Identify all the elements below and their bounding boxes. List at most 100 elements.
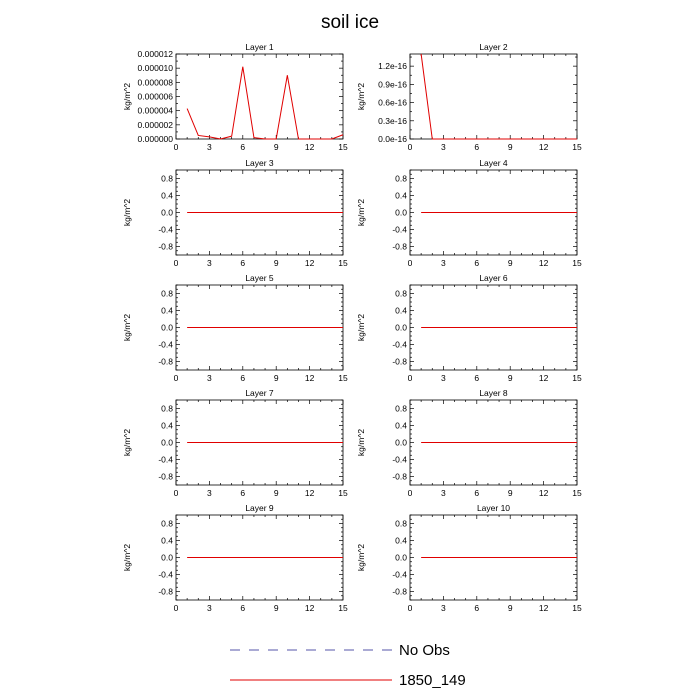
series-line-1850-149	[186, 66, 344, 140]
x-tick-label: 12	[539, 603, 549, 613]
x-tick-label: 0	[174, 373, 179, 383]
y-axis-label: kg/m^2	[122, 199, 132, 226]
x-tick-label: 15	[572, 603, 582, 613]
y-tick-label: 0.0	[161, 438, 173, 448]
y-tick-label: -0.8	[158, 242, 173, 252]
y-tick-label: 0.8	[161, 174, 173, 184]
x-tick-label: 9	[508, 373, 513, 383]
x-tick-label: 9	[274, 373, 279, 383]
panel-title: Layer 10	[477, 503, 510, 513]
x-tick-label: 15	[572, 142, 582, 152]
x-tick-label: 9	[508, 488, 513, 498]
y-axis-label: kg/m^2	[356, 314, 366, 341]
y-tick-label: -0.4	[158, 455, 173, 465]
x-tick-label: 6	[474, 258, 479, 268]
y-tick-label: 0.8	[395, 404, 407, 414]
plot-frame	[409, 53, 578, 140]
panel-title: Layer 1	[245, 42, 274, 52]
y-tick-label: 0.9e-16	[378, 79, 407, 89]
x-tick-label: 3	[441, 488, 446, 498]
y-axis-label: kg/m^2	[122, 83, 132, 110]
x-tick-label: 3	[441, 603, 446, 613]
y-tick-label: 0.0	[161, 323, 173, 333]
y-tick-label: 0.6e-16	[378, 98, 407, 108]
x-tick-label: 6	[474, 142, 479, 152]
y-tick-label: 0.000010	[138, 63, 174, 73]
panel-title: Layer 6	[479, 273, 508, 283]
panel-title: Layer 4	[479, 158, 508, 168]
x-tick-label: 3	[207, 142, 212, 152]
y-tick-label: 0.8	[395, 519, 407, 529]
x-tick-label: 6	[240, 258, 245, 268]
panel-title: Layer 9	[245, 503, 274, 513]
x-tick-label: 9	[274, 142, 279, 152]
y-tick-label: -0.4	[392, 340, 407, 350]
panel-title: Layer 8	[479, 388, 508, 398]
y-tick-label: 0.4	[395, 306, 407, 316]
y-tick-label: -0.4	[392, 455, 407, 465]
y-tick-label: -0.8	[158, 357, 173, 367]
x-tick-label: 15	[338, 142, 348, 152]
y-axis-label: kg/m^2	[356, 83, 366, 110]
x-tick-label: 0	[408, 142, 413, 152]
legend-label-obs: No Obs	[399, 642, 450, 659]
x-tick-label: 3	[207, 373, 212, 383]
y-tick-label: -0.8	[158, 587, 173, 597]
y-tick-label: 0.000000	[138, 134, 174, 144]
x-tick-label: 12	[305, 603, 315, 613]
panels: Layer 10 3 6 9 12 150.0000000.0000020.0000040…	[122, 42, 582, 613]
y-tick-label: 0.4	[395, 536, 407, 546]
panel-9: Layer 9 0 3 6 9 12 15 -0.8 -0.4 0.0 0.4 0.8 kg/m^2	[122, 503, 348, 613]
y-axis-label: kg/m^2	[122, 429, 132, 456]
y-axis-label: kg/m^2	[122, 544, 132, 571]
panel-10: Layer 10 0 3 6 9 12 15 -0.8 -0.4 0.0 0.4 0.8 kg/m^2	[356, 503, 582, 613]
x-tick-label: 12	[539, 258, 549, 268]
x-tick-label: 6	[474, 603, 479, 613]
y-axis-label: kg/m^2	[122, 314, 132, 341]
x-tick-label: 0	[408, 603, 413, 613]
x-tick-label: 0	[408, 488, 413, 498]
x-tick-label: 3	[441, 258, 446, 268]
y-tick-label: -0.8	[392, 587, 407, 597]
main-title: soil ice	[321, 12, 379, 33]
x-tick-label: 12	[305, 258, 315, 268]
x-tick-label: 0	[408, 258, 413, 268]
y-tick-label: -0.4	[158, 570, 173, 580]
y-axis-label: kg/m^2	[356, 199, 366, 226]
y-tick-label: 0.000002	[138, 120, 174, 130]
x-tick-label: 0	[174, 258, 179, 268]
y-tick-label: -0.4	[392, 225, 407, 235]
y-tick-label: 0.8	[395, 289, 407, 299]
x-tick-label: 6	[240, 603, 245, 613]
legend: No Obs 1850_149	[230, 642, 466, 689]
x-tick-label: 15	[572, 488, 582, 498]
y-tick-label: 1.2e-16	[378, 61, 407, 71]
x-tick-label: 6	[474, 488, 479, 498]
x-tick-label: 12	[305, 373, 315, 383]
x-tick-label: 15	[338, 258, 348, 268]
panel-title: Layer 7	[245, 388, 274, 398]
y-tick-label: 0.000004	[138, 106, 174, 116]
y-axis-label: kg/m^2	[356, 429, 366, 456]
y-tick-label: 0.4	[161, 306, 173, 316]
y-tick-label: -0.8	[392, 472, 407, 482]
y-tick-label: 0.0	[395, 553, 407, 563]
x-tick-label: 12	[539, 373, 549, 383]
panel-3: Layer 3 0 3 6 9 12 15 -0.8 -0.4 0.0 0.4 0.8 kg/m^2	[122, 158, 348, 268]
y-tick-label: -0.8	[392, 242, 407, 252]
x-tick-label: 9	[508, 142, 513, 152]
x-tick-label: 9	[508, 258, 513, 268]
x-tick-label: 3	[207, 488, 212, 498]
y-tick-label: 0.4	[161, 536, 173, 546]
y-tick-label: -0.8	[158, 472, 173, 482]
y-tick-label: 0.4	[395, 191, 407, 201]
y-tick-label: 0.8	[395, 174, 407, 184]
y-tick-label: 0.8	[161, 519, 173, 529]
x-tick-label: 12	[539, 488, 549, 498]
y-tick-label: 0.0	[161, 553, 173, 563]
x-tick-label: 9	[508, 603, 513, 613]
plot-frame	[175, 53, 344, 140]
y-tick-label: -0.4	[392, 570, 407, 580]
x-tick-label: 12	[539, 142, 549, 152]
